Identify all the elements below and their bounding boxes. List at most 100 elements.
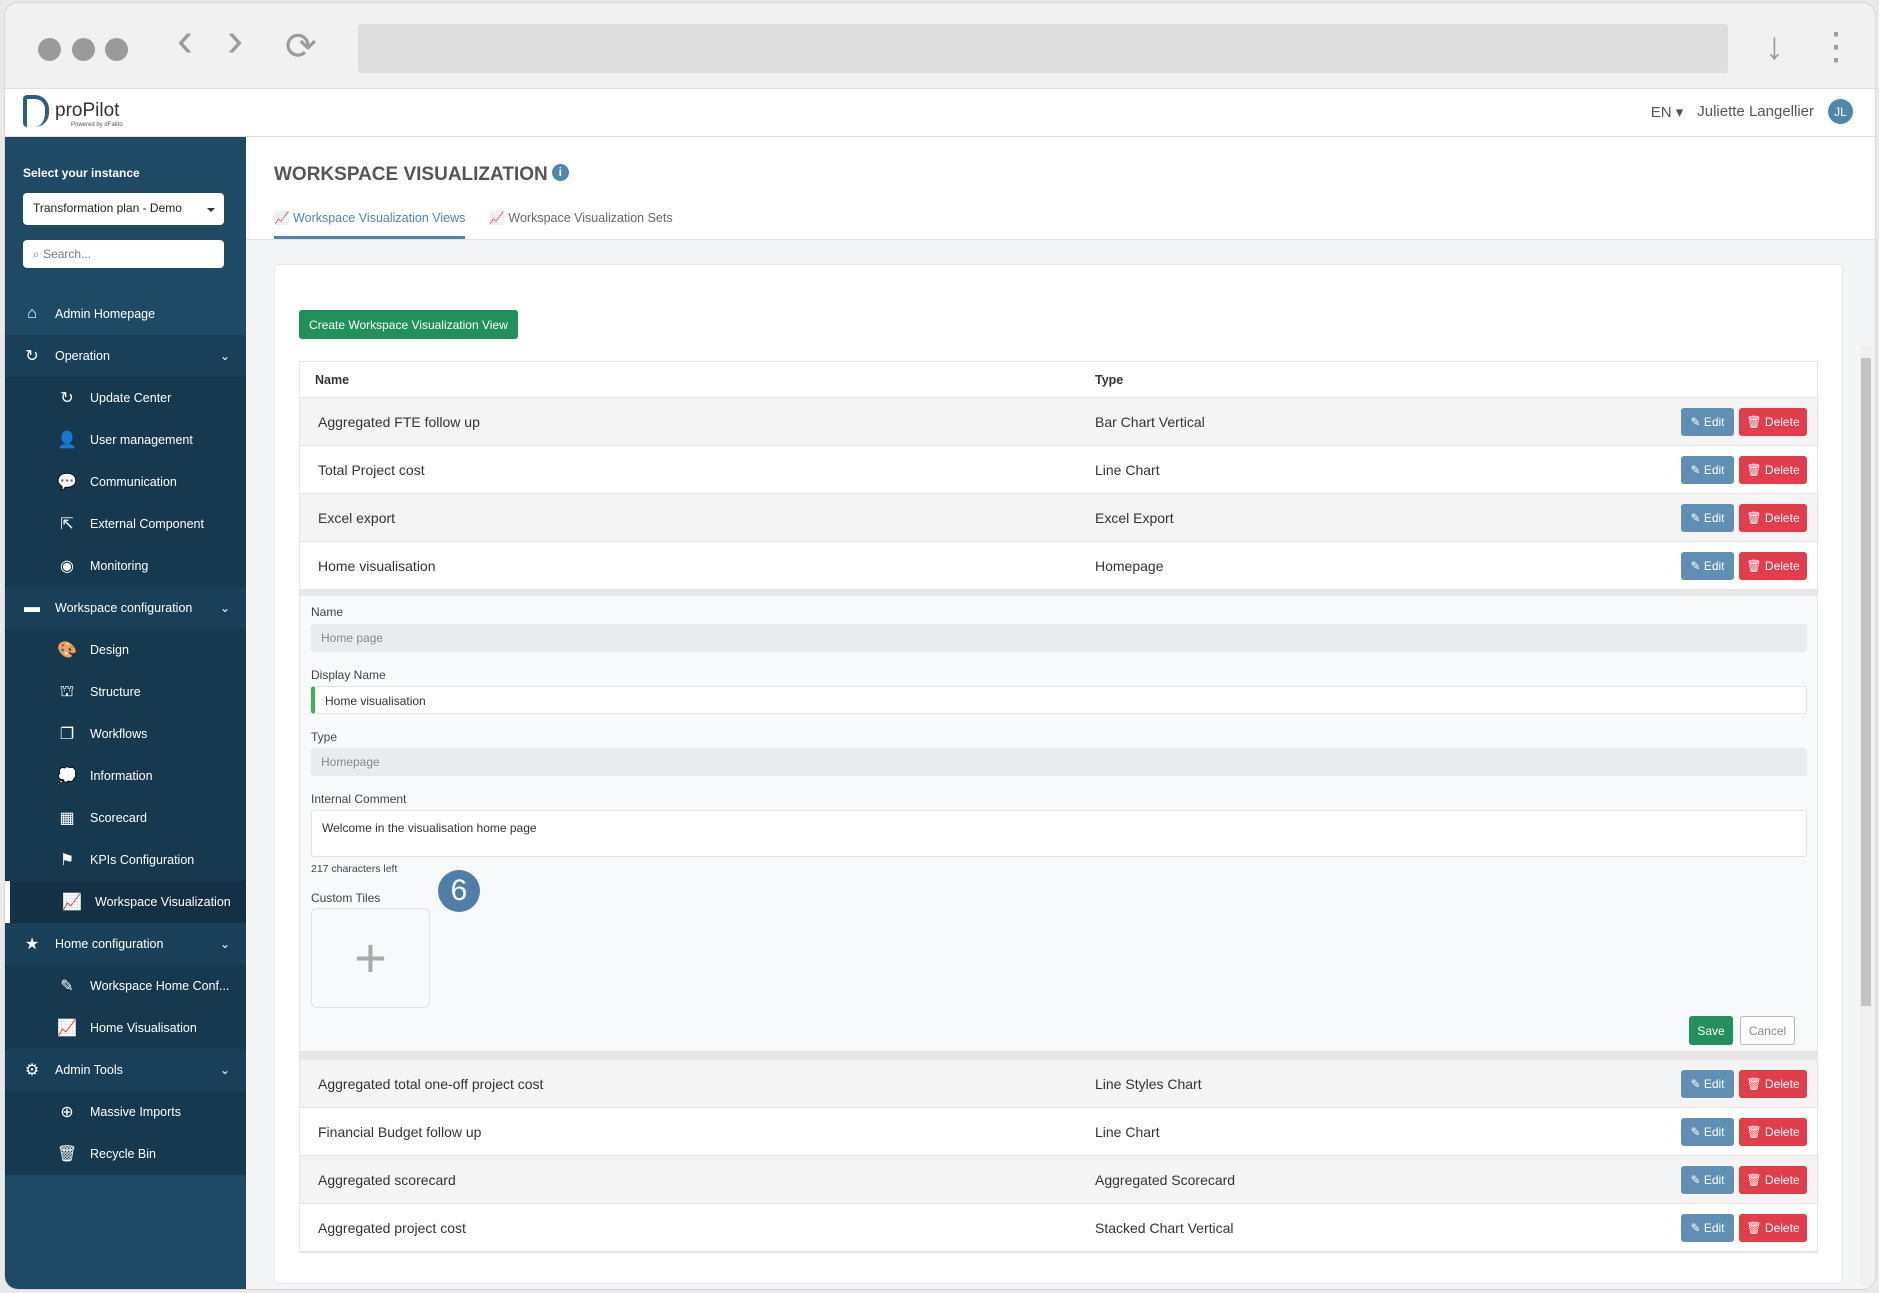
column-header-name[interactable]: Name <box>315 372 350 387</box>
sidebar-item-home-visualisation[interactable]: 📈 Home Visualisation <box>5 1007 246 1049</box>
window-minimize-dot[interactable] <box>72 38 95 61</box>
language-label: EN <box>1650 103 1672 121</box>
column-header-type[interactable]: Type <box>1095 372 1124 387</box>
sidebar-item-workspace-visualization[interactable]: 📈 Workspace Visualization <box>5 881 246 923</box>
table-row: Aggregated project cost Stacked Chart Ver… <box>300 1204 1817 1252</box>
row-type: Homepage <box>1095 557 1164 574</box>
browser-menu-icon[interactable]: ⋮ <box>1817 26 1855 68</box>
edit-button[interactable]: ✎ Edit <box>1681 455 1734 484</box>
chevron-down-icon[interactable]: ⌄ <box>219 349 230 363</box>
sidebar-item-recycle-bin[interactable]: 🗑 Recycle Bin <box>5 1133 246 1175</box>
sidebar-item-label: Workspace configuration <box>55 601 193 615</box>
sidebar-item-label: Operation <box>55 349 110 363</box>
sidebar-item-kpis-configuration[interactable]: ⚑ KPIs Configuration <box>5 839 246 881</box>
edit-button[interactable]: ✎ Edit <box>1681 1117 1734 1146</box>
save-button[interactable]: Save <box>1689 1016 1733 1045</box>
page-title: WORKSPACE VISUALIZATION i <box>274 164 569 186</box>
sidebar-item-update-center[interactable]: ↻ Update Center <box>5 377 246 419</box>
create-view-button[interactable]: Create Workspace Visualization View <box>299 310 518 339</box>
chevron-down-icon[interactable]: ⌄ <box>219 1063 230 1077</box>
sidebar-item-operation[interactable]: ↻ Operation ⌄ <box>5 335 246 377</box>
sidebar-item-workspace-home-conf[interactable]: ✎ Workspace Home Conf... <box>5 965 246 1007</box>
row-actions: ✎ Edit 🗑 Delete <box>1681 455 1807 484</box>
row-actions: ✎ Edit 🗑 Delete <box>1681 1165 1807 1194</box>
name-input: Home page <box>311 624 1807 652</box>
comments-icon: 💬 <box>57 474 77 491</box>
edit-button[interactable]: ✎ Edit <box>1681 551 1734 580</box>
sidebar-item-workspace-configuration[interactable]: ▬ Workspace configuration ⌄ <box>5 587 246 629</box>
avatar[interactable]: JL <box>1828 99 1853 124</box>
delete-button[interactable]: 🗑 Delete <box>1739 1165 1807 1194</box>
scrollbar-thumb[interactable] <box>1861 358 1871 1006</box>
sidebar-item-design[interactable]: 🎨 Design <box>5 629 246 671</box>
display-name-input[interactable]: Home visualisation <box>311 686 1807 714</box>
sidebar-item-information[interactable]: 💭 Information <box>5 755 246 797</box>
browser-window: ‹ › ⟳ ↓ ⋮ proPilot Powered by dFakto EN … <box>4 2 1876 1290</box>
delete-button[interactable]: 🗑 Delete <box>1739 1069 1807 1098</box>
sidebar-search-input[interactable]: ⌕ Search... <box>23 240 224 268</box>
line-chart-icon: 📈 <box>489 211 509 225</box>
table-header: Name Type <box>300 362 1817 398</box>
custom-tiles-label: Custom Tiles <box>311 891 381 905</box>
tab-sets[interactable]: 📈 Workspace Visualization Sets <box>489 211 672 239</box>
row-type: Line Chart <box>1095 1123 1160 1140</box>
trash-icon: 🗑 <box>56 1146 78 1163</box>
back-icon[interactable]: ‹ <box>177 14 193 67</box>
main-content: WORKSPACE VISUALIZATION i 📈 Workspace Vis… <box>246 137 1875 1289</box>
delete-button[interactable]: 🗑 Delete <box>1739 455 1807 484</box>
tab-views[interactable]: 📈 Workspace Visualization Views <box>274 211 466 239</box>
scrollbar[interactable] <box>1860 346 1872 1285</box>
sidebar-item-admin-homepage[interactable]: ⌂ Admin Homepage <box>5 293 246 335</box>
chevron-down-icon[interactable]: ⌄ <box>219 601 230 615</box>
edit-button[interactable]: ✎ Edit <box>1681 1165 1734 1194</box>
cancel-button[interactable]: Cancel <box>1740 1016 1795 1045</box>
external-link-icon: ⇱ <box>60 516 74 533</box>
sidebar-item-scorecard[interactable]: ▦ Scorecard <box>5 797 246 839</box>
display-name-label: Display Name <box>311 668 386 682</box>
sidebar-item-monitoring[interactable]: ◉ Monitoring <box>5 545 246 587</box>
delete-button[interactable]: 🗑 Delete <box>1739 1117 1807 1146</box>
language-dropdown[interactable]: EN ▾ <box>1650 103 1684 121</box>
sidebar-item-admin-tools[interactable]: ⚙ Admin Tools ⌄ <box>5 1049 246 1091</box>
reload-icon[interactable]: ⟳ <box>285 26 317 68</box>
window-close-dot[interactable] <box>38 38 61 61</box>
propilot-logo-icon <box>23 95 49 127</box>
sidebar-item-external-component[interactable]: ⇱ External Component <box>5 503 246 545</box>
comment-icon: 💭 <box>57 768 77 785</box>
sidebar-item-structure[interactable]: ⛫ Structure <box>5 671 246 713</box>
sidebar-item-label: User management <box>90 433 193 447</box>
delete-button[interactable]: 🗑 Delete <box>1739 551 1807 580</box>
edit-button[interactable]: ✎ Edit <box>1681 1213 1734 1242</box>
table-row: Total Project cost Line Chart ✎ Edit 🗑 Dele… <box>300 446 1817 494</box>
download-icon[interactable]: ↓ <box>1765 26 1784 68</box>
logo[interactable]: proPilot Powered by dFakto <box>23 95 123 128</box>
forward-icon[interactable]: › <box>227 14 243 67</box>
edit-button[interactable]: ✎ Edit <box>1681 407 1734 436</box>
sidebar-item-user-management[interactable]: 👤 User management <box>5 419 246 461</box>
sidebar-item-workflows[interactable]: ❐ Workflows <box>5 713 246 755</box>
sidebar-item-home-configuration[interactable]: ★ Home configuration ⌄ <box>5 923 246 965</box>
instance-select[interactable]: Transformation plan - Demo <box>23 193 224 225</box>
table-row: Aggregated total one-off project cost Lin… <box>300 1060 1817 1108</box>
row-name: Home visualisation <box>318 557 436 574</box>
comment-textarea[interactable]: Welcome in the visualisation home page <box>311 810 1807 857</box>
sidebar-item-label: KPIs Configuration <box>90 853 195 867</box>
sidebar-item-label: Scorecard <box>90 811 147 825</box>
address-bar[interactable] <box>358 24 1728 73</box>
edit-button[interactable]: ✎ Edit <box>1681 503 1734 532</box>
refresh-icon: ↻ <box>60 390 74 407</box>
row-actions: ✎ Edit 🗑 Delete <box>1681 407 1807 436</box>
sidebar-item-massive-imports[interactable]: ⊕ Massive Imports <box>5 1091 246 1133</box>
delete-button[interactable]: 🗑 Delete <box>1739 407 1807 436</box>
delete-button[interactable]: 🗑 Delete <box>1739 1213 1807 1242</box>
edit-form: Name Home page Display Name Home visuali… <box>300 590 1817 1060</box>
palette-icon: 🎨 <box>57 642 77 659</box>
window-maximize-dot[interactable] <box>105 38 128 61</box>
user-name[interactable]: Juliette Langellier <box>1697 103 1814 120</box>
chevron-down-icon[interactable]: ⌄ <box>219 937 230 951</box>
add-tile-button[interactable]: + <box>311 908 430 1008</box>
delete-button[interactable]: 🗑 Delete <box>1739 503 1807 532</box>
info-icon[interactable]: i <box>551 164 569 181</box>
edit-button[interactable]: ✎ Edit <box>1681 1069 1734 1098</box>
sidebar-item-communication[interactable]: 💬 Communication <box>5 461 246 503</box>
